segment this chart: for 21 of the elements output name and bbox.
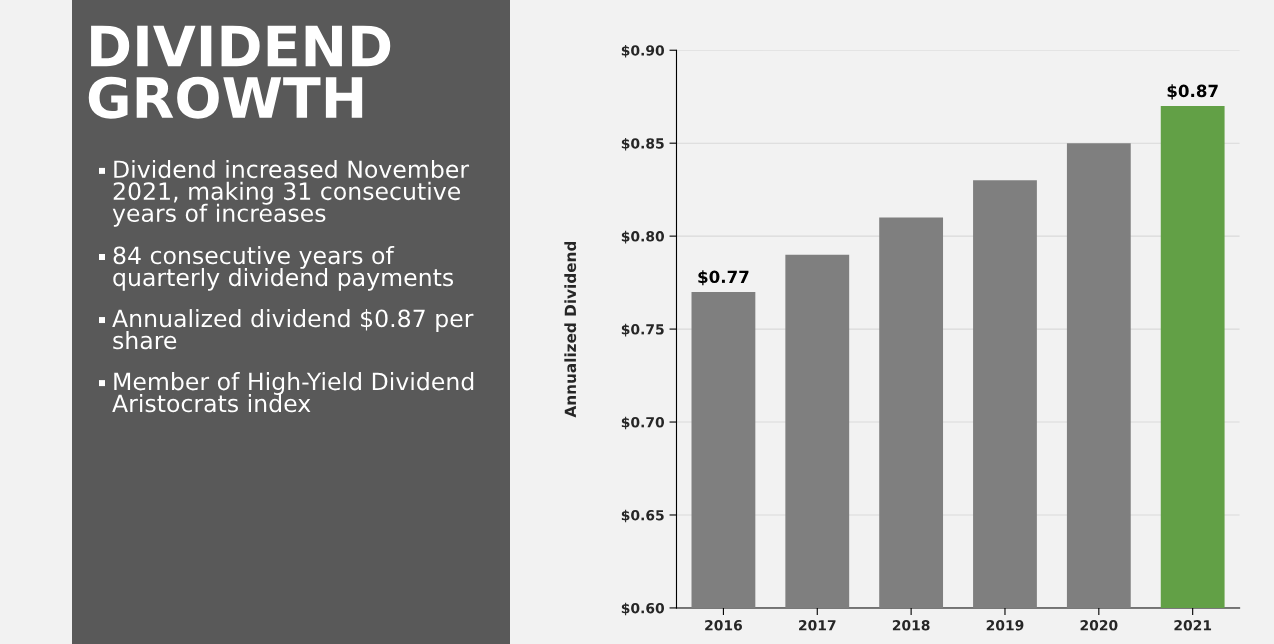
y-tick-label: $0.75 [621, 323, 664, 337]
x-tick-label: 2019 [986, 619, 1024, 631]
data-label: $0.87 [1167, 84, 1218, 100]
text: Dividend increased November 2021, making 31 consecutive years of increases [112, 159, 470, 227]
x-tick-label: 2021 [1174, 619, 1212, 631]
text: Member of High-Yield Dividend Aristocrats index [112, 372, 474, 413]
x-tick-label: 2017 [799, 619, 836, 631]
y-tick-label: $0.90 [621, 44, 665, 58]
data-label: $0.77 [698, 270, 749, 286]
y-tick-label: $0.65 [621, 509, 664, 523]
y-tick-label: $0.80 [621, 230, 665, 244]
y-tick-label: $0.85 [621, 137, 664, 151]
text: 84 consecutive years of quarterly dividend payments [113, 246, 454, 291]
chart-title: DIVIDEND GROWTH [88, 25, 391, 119]
y-tick-label: $0.60 [621, 602, 665, 616]
y-axis-title: Annualized Dividend [564, 241, 577, 418]
x-tick-label: 2018 [892, 619, 930, 631]
x-tick-label: 2016 [705, 619, 742, 631]
x-tick-label: 2020 [1080, 619, 1118, 631]
text: Annualized dividend $0.87 per share [112, 309, 474, 350]
y-tick-label: $0.70 [621, 416, 665, 430]
